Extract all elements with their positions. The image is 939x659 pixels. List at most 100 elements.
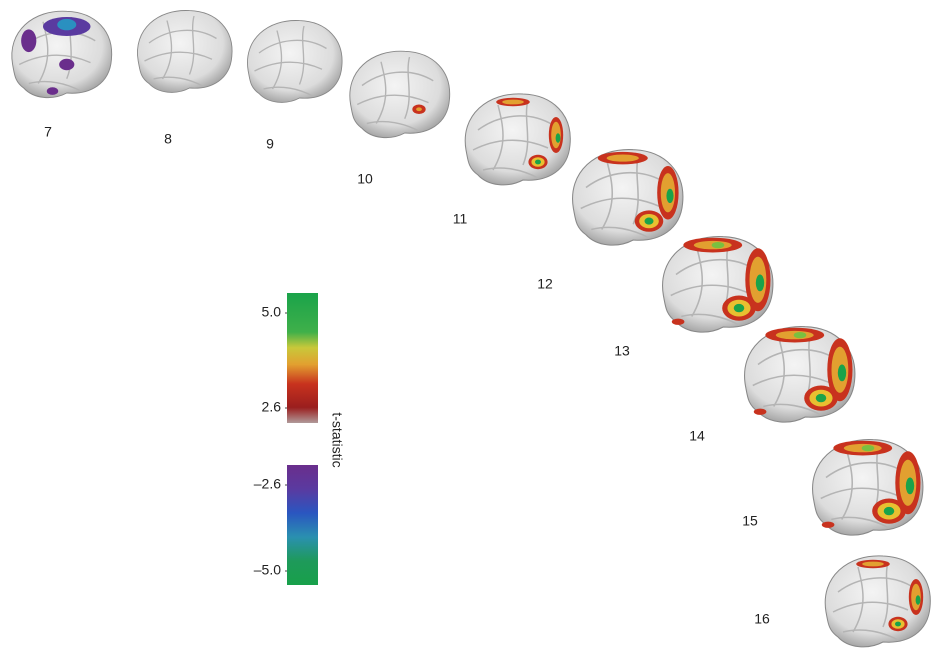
brain-sulcus <box>148 29 217 44</box>
brain-sulcus <box>28 80 82 92</box>
brain-image <box>744 326 856 423</box>
activation <box>733 303 745 313</box>
brain-sulcus <box>188 15 195 75</box>
brain-image <box>11 10 113 99</box>
brain-sulcus <box>404 56 411 120</box>
brain-sulcus <box>675 258 756 276</box>
brain-sulcus <box>263 86 314 97</box>
activation <box>815 393 827 403</box>
activation <box>915 595 921 605</box>
activation <box>821 521 835 528</box>
activation <box>895 621 901 627</box>
panel-label: 15 <box>742 513 758 529</box>
activation <box>555 133 561 143</box>
activation <box>755 274 765 292</box>
brain-sulcus <box>271 30 283 90</box>
activation <box>666 188 674 204</box>
brain-sulcus <box>472 139 549 151</box>
brain-sulcus <box>482 167 539 179</box>
brain-image <box>824 555 931 648</box>
brain-sulcus <box>298 25 305 85</box>
brain-sulcus <box>477 115 554 131</box>
panel-label: 8 <box>164 131 172 147</box>
colorbar-negative <box>287 465 318 585</box>
brain-sulcus <box>825 461 906 479</box>
brain-sulcus <box>842 629 899 641</box>
activation <box>711 241 725 249</box>
panel-label: 16 <box>754 611 770 627</box>
panel-label: 12 <box>537 276 553 292</box>
brain-sulcus <box>837 577 914 593</box>
brain-image <box>464 93 571 186</box>
activation <box>862 561 884 567</box>
activation <box>46 87 59 95</box>
panel-label: 11 <box>453 211 468 227</box>
brain-sulcus <box>254 61 323 72</box>
brain-sulcus <box>691 248 703 317</box>
brain-sulcus <box>153 76 204 87</box>
colorbar-tick-label: –2.6 <box>254 476 281 492</box>
brain-sulcus <box>492 104 504 171</box>
brain-image <box>662 236 774 333</box>
brain-sulcus <box>161 20 173 80</box>
brain-image <box>349 50 451 139</box>
colorbar-positive <box>287 293 318 423</box>
activation <box>883 506 895 516</box>
brain-sulcus <box>585 171 666 189</box>
brain-sulcus <box>601 161 613 230</box>
activation <box>861 444 875 452</box>
activation <box>644 217 654 225</box>
brain-sulcus <box>18 54 91 66</box>
brain-sulcus <box>820 487 900 500</box>
brain-image <box>137 10 233 93</box>
activation <box>502 99 524 105</box>
activation <box>793 331 807 339</box>
brain-sulcus <box>591 226 650 239</box>
activation <box>905 477 915 495</box>
activation <box>57 18 77 31</box>
brain-image <box>812 439 924 536</box>
brain-sulcus <box>763 403 822 416</box>
activation <box>535 159 541 165</box>
brain-outline <box>247 20 343 103</box>
brain-outline <box>137 10 233 93</box>
brain-sulcus <box>841 451 853 520</box>
brain-sulcus <box>882 561 889 628</box>
colorbar-tick-label: –5.0 <box>254 562 281 578</box>
brain-sulcus <box>356 94 429 106</box>
brain-sulcus <box>773 338 785 407</box>
activation <box>59 58 75 71</box>
brain-outline <box>11 10 113 99</box>
panel-label: 10 <box>357 171 373 187</box>
brain-outline <box>349 50 451 139</box>
brain-sulcus <box>852 566 864 633</box>
brain-sulcus <box>361 71 434 87</box>
brain-sulcus <box>366 120 420 132</box>
brain-sulcus <box>752 374 832 387</box>
brain-image <box>247 20 343 103</box>
activation <box>416 107 422 112</box>
panel-label: 13 <box>614 343 630 359</box>
brain-panels <box>11 10 931 648</box>
brain-sulcus <box>522 99 529 166</box>
colorbar-label: t-statistic <box>329 412 345 467</box>
brain-sulcus <box>375 61 387 124</box>
brain-sulcus <box>144 51 213 62</box>
brain-sulcus <box>258 39 327 54</box>
brain-sulcus <box>670 284 750 297</box>
activation <box>837 364 847 382</box>
brain-image <box>572 149 684 246</box>
brain-sulcus <box>831 516 890 529</box>
brain-sulcus <box>681 313 740 326</box>
panel-label: 7 <box>44 124 52 140</box>
activation <box>21 29 37 53</box>
activation <box>606 154 639 162</box>
colorbar-tick-label: 5.0 <box>262 304 282 320</box>
brain-sulcus <box>580 197 660 210</box>
brain-sulcus <box>757 348 838 366</box>
colorbar-tick-label: 2.6 <box>262 399 282 415</box>
activation <box>671 318 685 325</box>
panel-label: 9 <box>266 136 274 152</box>
brain-sulcus <box>832 601 909 613</box>
